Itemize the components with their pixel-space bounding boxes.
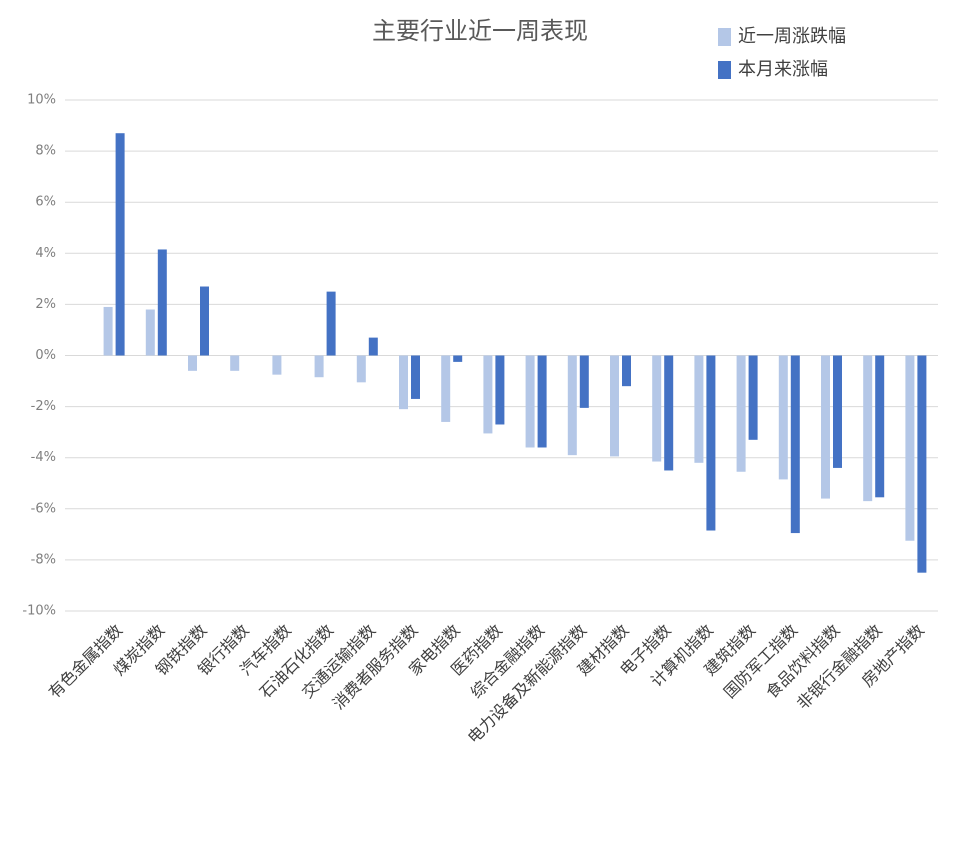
bar (706, 355, 716, 531)
bar (157, 249, 167, 356)
bar (736, 355, 746, 472)
bar (833, 355, 842, 468)
bar (748, 355, 758, 440)
bar (917, 355, 927, 573)
bar (272, 355, 282, 375)
y-tick-label: -8% (31, 552, 56, 567)
bar (368, 337, 378, 356)
bar (115, 133, 125, 356)
y-tick-label: 0% (35, 348, 56, 363)
bar (622, 355, 631, 387)
bar (145, 309, 155, 356)
bar (567, 355, 577, 456)
bar (652, 355, 662, 462)
bar (821, 355, 830, 499)
bar (314, 355, 324, 378)
bar (537, 355, 547, 448)
bar (905, 355, 915, 541)
bar (863, 355, 873, 502)
bar (453, 355, 463, 362)
bar (230, 355, 240, 371)
bar (579, 355, 589, 408)
bar (200, 286, 209, 356)
bar (664, 355, 674, 471)
bar (525, 355, 535, 448)
bar (483, 355, 493, 434)
chart-title: 主要行业近一周表现 (372, 17, 588, 45)
y-tick-label: 8% (35, 144, 56, 159)
y-tick-label: 6% (35, 195, 56, 210)
bar (356, 355, 366, 383)
bar (188, 355, 197, 371)
bar (790, 355, 800, 534)
y-tick-label: -2% (31, 399, 56, 414)
bar (326, 291, 336, 356)
bar (610, 355, 619, 457)
y-tick-label: -6% (31, 501, 56, 516)
legend-swatch (718, 61, 731, 79)
bar (399, 355, 408, 410)
legend-label: 近一周涨跌幅 (738, 26, 846, 47)
legend-label: 本月来涨幅 (738, 59, 828, 80)
y-tick-label: 2% (35, 297, 56, 312)
y-tick-label: -4% (31, 450, 56, 465)
y-tick-label: 10% (27, 93, 56, 108)
y-tick-label: -10% (22, 604, 56, 619)
y-tick-label: 4% (35, 246, 56, 261)
bar (103, 306, 113, 356)
bar (778, 355, 788, 480)
bar (875, 355, 885, 498)
bar (411, 355, 420, 399)
bar (441, 355, 451, 422)
legend-swatch (718, 28, 731, 46)
bar (495, 355, 505, 425)
bar (694, 355, 704, 463)
